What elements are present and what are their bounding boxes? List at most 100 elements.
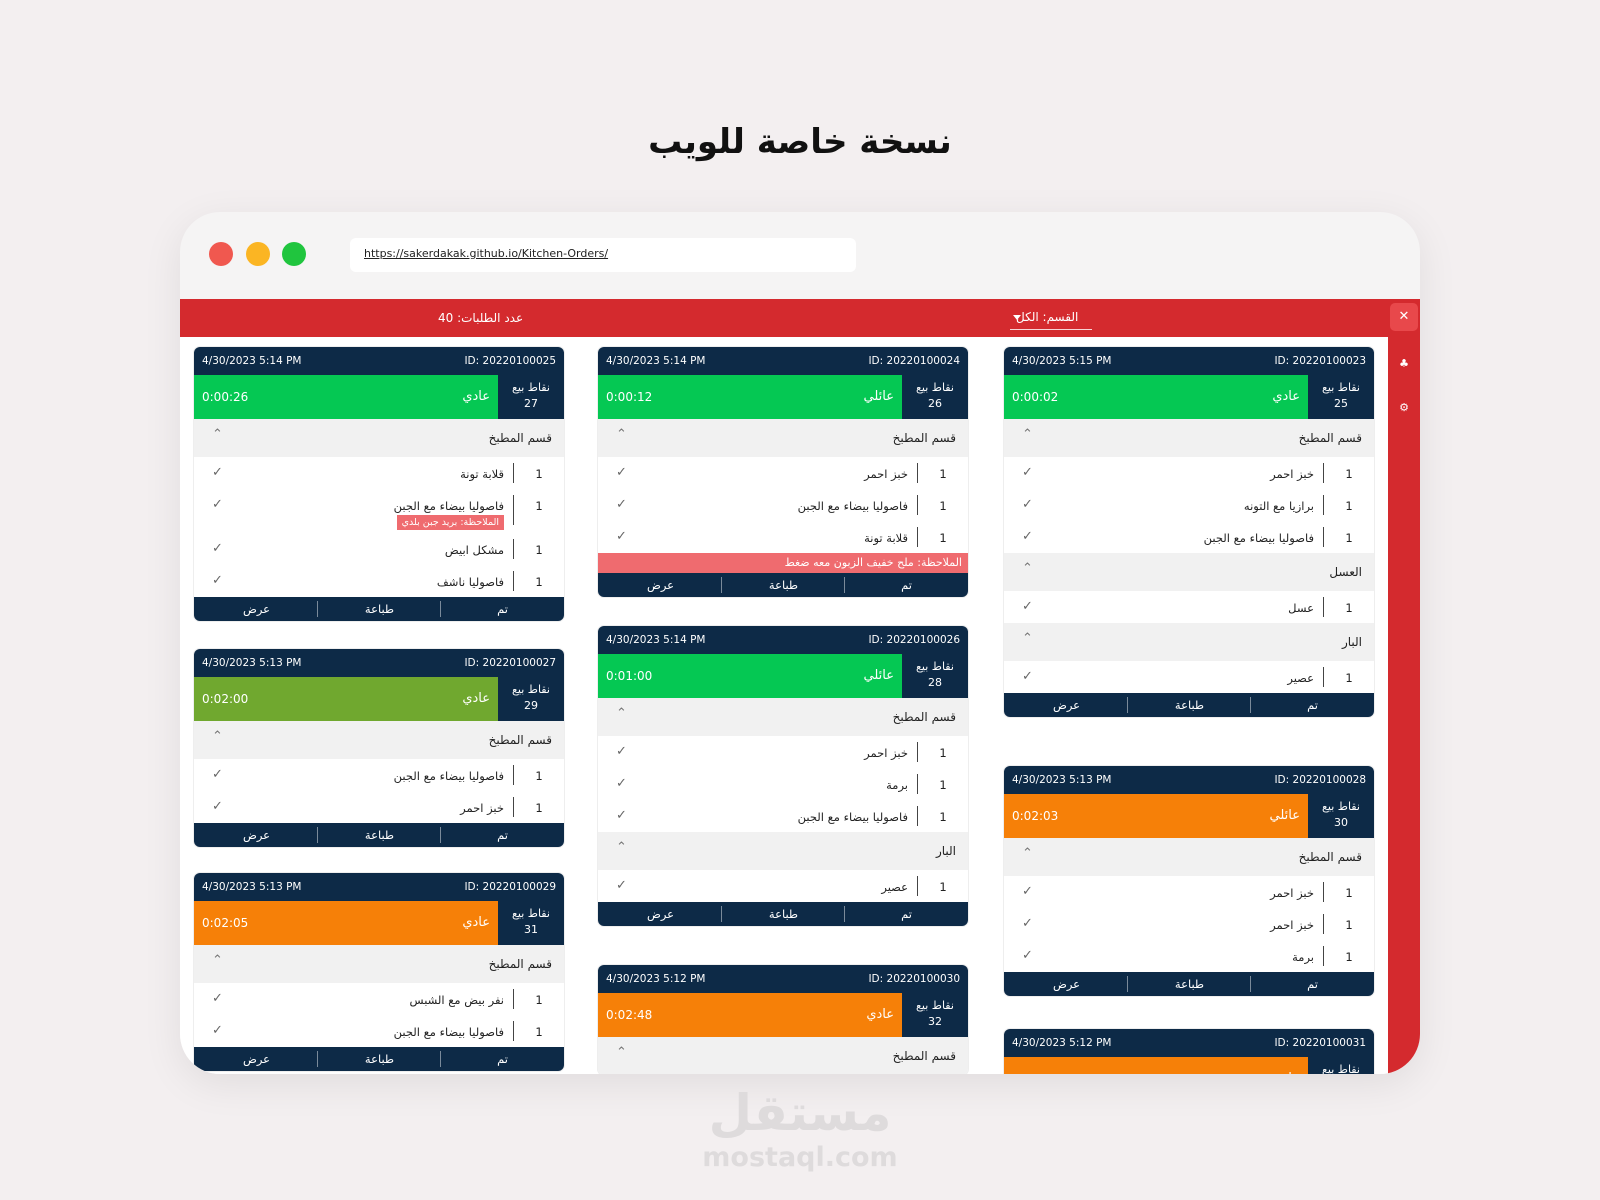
section-filter-select[interactable]: القسم: الكل [1016, 310, 1079, 324]
print-button[interactable]: طباعة [768, 907, 799, 921]
print-button[interactable]: طباعة [1174, 977, 1205, 991]
section-header[interactable]: البار ⌃ [1004, 623, 1374, 661]
item-divider [917, 495, 918, 515]
address-bar[interactable]: https://sakerdakak.github.io/Kitchen-Ord… [350, 238, 856, 272]
gear-icon[interactable]: ⚙ [1399, 401, 1409, 414]
check-icon[interactable]: ✓ [212, 1023, 223, 1038]
minimize-window-dot[interactable] [246, 242, 270, 266]
browser-window: https://sakerdakak.github.io/Kitchen-Ord… [180, 212, 1420, 1074]
item-divider [1323, 946, 1324, 966]
chevron-up-icon[interactable]: ⌃ [212, 729, 223, 744]
item-divider [513, 765, 514, 785]
item-name: فاصوليا بيضاء مع الجبن [797, 499, 908, 513]
item-quantity: 1 [535, 467, 543, 481]
print-button[interactable]: طباعة [768, 578, 799, 592]
print-button[interactable]: طباعة [364, 1052, 395, 1066]
pos-number: 32 [928, 1015, 942, 1028]
section-header[interactable]: قسم المطبخ ⌃ [194, 419, 564, 457]
section-header[interactable]: قسم المطبخ ⌃ [598, 698, 968, 736]
order-item-row: 1 فاصوليا بيضاء مع الجبن ✓ [598, 489, 968, 521]
section-title: العسل [1329, 565, 1362, 579]
done-button[interactable]: تم [497, 828, 508, 842]
item-quantity: 1 [939, 499, 947, 513]
view-button[interactable]: عرض [1052, 977, 1081, 991]
chevron-up-icon[interactable]: ⌃ [616, 1045, 627, 1060]
view-button[interactable]: عرض [1052, 698, 1081, 712]
check-icon[interactable]: ✓ [616, 744, 627, 759]
elapsed-bar: عائلي 0:00:12 [598, 375, 902, 419]
section-header[interactable]: قسم المطبخ ⌃ [1004, 838, 1374, 876]
item-divider [1323, 882, 1324, 902]
chevron-up-icon[interactable]: ⌃ [616, 706, 627, 721]
order-time: 4/30/2023 5:13 PM [202, 657, 302, 669]
check-icon[interactable]: ✓ [1022, 669, 1033, 684]
chevron-down-icon[interactable] [1013, 315, 1021, 320]
view-button[interactable]: عرض [646, 907, 675, 921]
view-button[interactable]: عرض [646, 578, 675, 592]
check-icon[interactable]: ✓ [1022, 465, 1033, 480]
section-header[interactable]: قسم المطبخ ⌃ [1004, 419, 1374, 457]
item-name: نفر بيض مع الشبس [409, 993, 504, 1007]
order-item-row: 1 برمة ✓ [1004, 940, 1374, 972]
section-header[interactable]: قسم المطبخ ⌃ [194, 945, 564, 983]
order-item-row: 1 نفر بيض مع الشبس ✓ [194, 983, 564, 1015]
check-icon[interactable]: ✓ [616, 878, 627, 893]
order-card: ID: 20220100024 4/30/2023 5:14 PM نقاط بيع… [598, 347, 968, 597]
print-button[interactable]: طباعة [364, 602, 395, 616]
check-icon[interactable]: ✓ [1022, 916, 1033, 931]
section-header[interactable]: البار ⌃ [598, 832, 968, 870]
chevron-up-icon[interactable]: ⌃ [616, 427, 627, 442]
section-header[interactable]: العسل ⌃ [1004, 553, 1374, 591]
check-icon[interactable]: ✓ [212, 767, 223, 782]
order-type: عادي [462, 389, 490, 404]
chevron-up-icon[interactable]: ⌃ [616, 840, 627, 855]
check-icon[interactable]: ✓ [1022, 529, 1033, 544]
view-button[interactable]: عرض [242, 1052, 271, 1066]
pos-box: نقاط بيع 28 [902, 654, 968, 698]
check-icon[interactable]: ✓ [1022, 599, 1033, 614]
check-icon[interactable]: ✓ [616, 465, 627, 480]
check-icon[interactable]: ✓ [616, 808, 627, 823]
check-icon[interactable]: ✓ [212, 991, 223, 1006]
section-header[interactable]: قسم المطبخ ⌃ [598, 419, 968, 457]
done-button[interactable]: تم [497, 602, 508, 616]
check-icon[interactable]: ✓ [616, 776, 627, 791]
cutlery-icon[interactable]: ✕ [1390, 303, 1418, 331]
done-button[interactable]: تم [1307, 698, 1318, 712]
check-icon[interactable]: ✓ [616, 529, 627, 544]
chevron-up-icon[interactable]: ⌃ [212, 427, 223, 442]
check-icon[interactable]: ✓ [212, 465, 223, 480]
check-icon[interactable]: ✓ [212, 497, 223, 512]
done-button[interactable]: تم [497, 1052, 508, 1066]
order-count: عدد الطلبات: 40 [438, 311, 524, 325]
done-button[interactable]: تم [901, 578, 912, 592]
close-window-dot[interactable] [209, 242, 233, 266]
chevron-up-icon[interactable]: ⌃ [1022, 846, 1033, 861]
item-quantity: 1 [535, 801, 543, 815]
chevron-up-icon[interactable]: ⌃ [1022, 561, 1033, 576]
check-icon[interactable]: ✓ [1022, 497, 1033, 512]
check-icon[interactable]: ✓ [212, 573, 223, 588]
check-icon[interactable]: ✓ [1022, 948, 1033, 963]
chevron-up-icon[interactable]: ⌃ [1022, 427, 1033, 442]
print-button[interactable]: طباعة [1174, 698, 1205, 712]
done-button[interactable]: تم [901, 907, 912, 921]
check-icon[interactable]: ✓ [212, 541, 223, 556]
check-icon[interactable]: ✓ [616, 497, 627, 512]
order-card: ID: 20220100026 4/30/2023 5:14 PM نقاط بيع… [598, 626, 968, 926]
chevron-up-icon[interactable]: ⌃ [212, 953, 223, 968]
section-header[interactable]: قسم المطبخ ⌃ [598, 1037, 968, 1074]
chevron-up-icon[interactable]: ⌃ [1022, 631, 1033, 646]
check-icon[interactable]: ✓ [212, 799, 223, 814]
maximize-window-dot[interactable] [282, 242, 306, 266]
view-button[interactable]: عرض [242, 602, 271, 616]
item-quantity: 1 [1345, 671, 1353, 685]
view-button[interactable]: عرض [242, 828, 271, 842]
print-button[interactable]: طباعة [364, 828, 395, 842]
section-header[interactable]: قسم المطبخ ⌃ [194, 721, 564, 759]
item-name: فاصوليا بيضاء مع الجبن [393, 769, 504, 783]
elapsed-time: 0:01:00 [606, 669, 653, 683]
group-icon[interactable]: ♣ [1399, 357, 1409, 370]
check-icon[interactable]: ✓ [1022, 884, 1033, 899]
done-button[interactable]: تم [1307, 977, 1318, 991]
